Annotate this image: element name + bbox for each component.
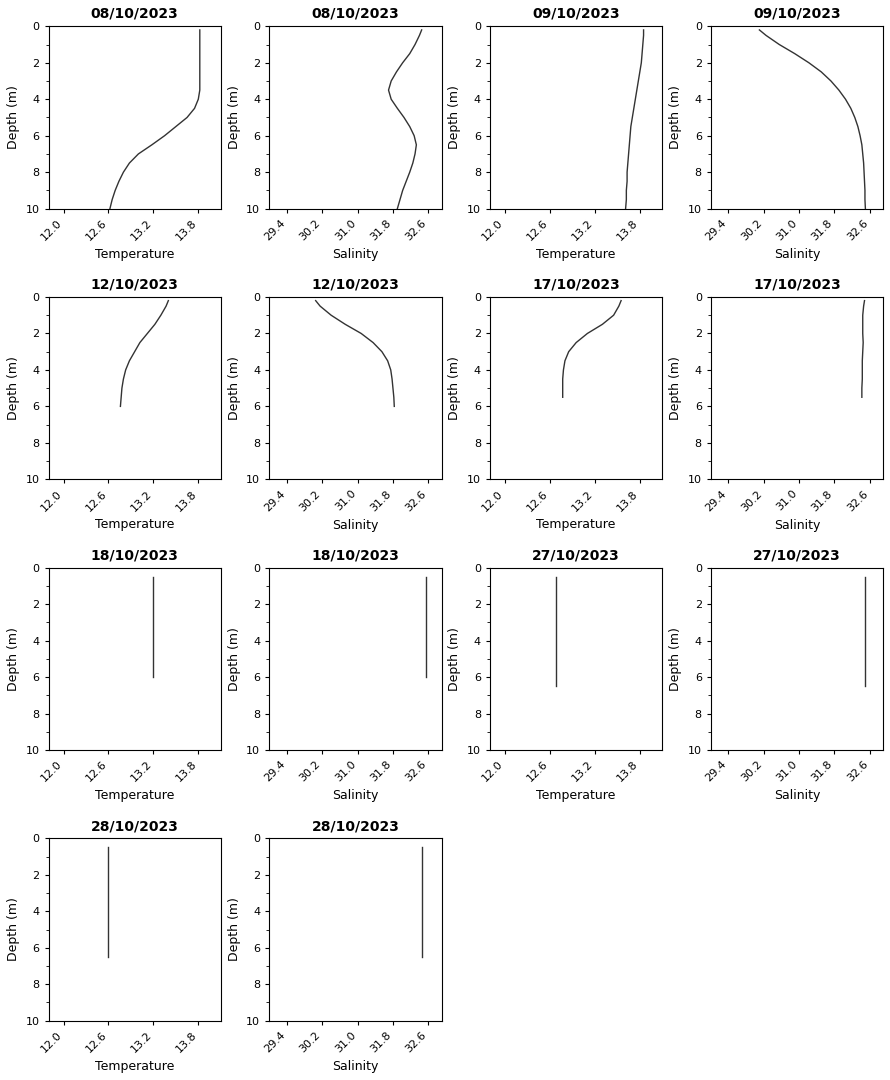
X-axis label: Temperature: Temperature — [537, 518, 616, 531]
X-axis label: Temperature: Temperature — [537, 247, 616, 260]
X-axis label: Temperature: Temperature — [95, 789, 174, 802]
X-axis label: Salinity: Salinity — [773, 248, 820, 261]
Title: 09/10/2023: 09/10/2023 — [753, 6, 841, 21]
Y-axis label: Depth (m): Depth (m) — [228, 356, 240, 420]
X-axis label: Temperature: Temperature — [537, 789, 616, 802]
X-axis label: Salinity: Salinity — [773, 518, 820, 531]
Y-axis label: Depth (m): Depth (m) — [7, 626, 20, 691]
Title: 27/10/2023: 27/10/2023 — [532, 549, 620, 563]
X-axis label: Salinity: Salinity — [332, 1061, 378, 1074]
X-axis label: Salinity: Salinity — [332, 518, 378, 531]
Y-axis label: Depth (m): Depth (m) — [449, 626, 462, 691]
X-axis label: Temperature: Temperature — [95, 518, 174, 531]
Y-axis label: Depth (m): Depth (m) — [228, 626, 240, 691]
Title: 18/10/2023: 18/10/2023 — [91, 549, 179, 563]
Title: 08/10/2023: 08/10/2023 — [312, 6, 400, 21]
Title: 27/10/2023: 27/10/2023 — [753, 549, 841, 563]
Title: 17/10/2023: 17/10/2023 — [532, 278, 620, 292]
Y-axis label: Depth (m): Depth (m) — [669, 85, 683, 149]
X-axis label: Salinity: Salinity — [332, 248, 378, 261]
Y-axis label: Depth (m): Depth (m) — [7, 897, 20, 961]
Y-axis label: Depth (m): Depth (m) — [669, 356, 683, 420]
Y-axis label: Depth (m): Depth (m) — [7, 85, 20, 149]
Title: 28/10/2023: 28/10/2023 — [91, 819, 179, 833]
Title: 12/10/2023: 12/10/2023 — [91, 278, 179, 292]
Title: 12/10/2023: 12/10/2023 — [312, 278, 400, 292]
Title: 09/10/2023: 09/10/2023 — [532, 6, 620, 21]
Y-axis label: Depth (m): Depth (m) — [228, 85, 240, 149]
Title: 17/10/2023: 17/10/2023 — [753, 278, 841, 292]
X-axis label: Temperature: Temperature — [95, 1059, 174, 1072]
Y-axis label: Depth (m): Depth (m) — [449, 356, 462, 420]
Y-axis label: Depth (m): Depth (m) — [228, 897, 240, 961]
Y-axis label: Depth (m): Depth (m) — [7, 356, 20, 420]
Title: 08/10/2023: 08/10/2023 — [91, 6, 179, 21]
Y-axis label: Depth (m): Depth (m) — [449, 85, 462, 149]
X-axis label: Salinity: Salinity — [332, 789, 378, 802]
Y-axis label: Depth (m): Depth (m) — [669, 626, 683, 691]
X-axis label: Temperature: Temperature — [95, 247, 174, 260]
Title: 18/10/2023: 18/10/2023 — [312, 549, 400, 563]
Title: 28/10/2023: 28/10/2023 — [312, 819, 400, 833]
X-axis label: Salinity: Salinity — [773, 789, 820, 802]
